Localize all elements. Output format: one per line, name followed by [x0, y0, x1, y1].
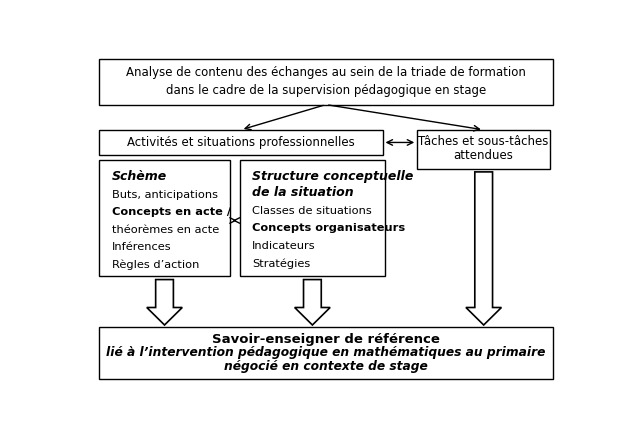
- Text: Règles d’action: Règles d’action: [111, 260, 199, 270]
- Text: Savoir-enseigner de référence: Savoir-enseigner de référence: [212, 333, 440, 346]
- Text: théorèmes en acte: théorèmes en acte: [111, 225, 219, 235]
- FancyBboxPatch shape: [99, 327, 553, 379]
- Text: Stratégies: Stratégies: [252, 258, 310, 269]
- Polygon shape: [294, 280, 330, 325]
- Text: négocié en contexte de stage: négocié en contexte de stage: [224, 360, 428, 373]
- Text: Buts, anticipations: Buts, anticipations: [111, 190, 218, 200]
- Text: lié à l’intervention pédagogique en mathématiques au primaire: lié à l’intervention pédagogique en math…: [106, 346, 546, 359]
- Text: Tâches et sous-tâches: Tâches et sous-tâches: [418, 135, 549, 148]
- Polygon shape: [147, 280, 183, 325]
- Text: Classes de situations: Classes de situations: [252, 206, 372, 216]
- Text: Concepts organisateurs: Concepts organisateurs: [252, 223, 405, 233]
- Text: dans le cadre de la supervision pédagogique en stage: dans le cadre de la supervision pédagogi…: [166, 84, 486, 97]
- FancyBboxPatch shape: [240, 160, 385, 276]
- Text: de la situation: de la situation: [252, 186, 354, 199]
- Text: attendues: attendues: [453, 149, 514, 162]
- Text: Analyse de contenu des échanges au sein de la triade de formation: Analyse de contenu des échanges au sein …: [126, 66, 526, 79]
- FancyBboxPatch shape: [417, 130, 550, 169]
- FancyBboxPatch shape: [99, 160, 230, 276]
- Text: Indicateurs: Indicateurs: [252, 241, 315, 251]
- FancyBboxPatch shape: [99, 130, 383, 155]
- FancyBboxPatch shape: [99, 59, 553, 104]
- Text: Concepts en acte /: Concepts en acte /: [111, 207, 230, 217]
- Polygon shape: [466, 172, 501, 325]
- Text: Schème: Schème: [111, 170, 167, 183]
- Text: Activités et situations professionnelles: Activités et situations professionnelles: [127, 136, 355, 149]
- Text: Structure conceptuelle: Structure conceptuelle: [252, 170, 413, 183]
- Text: Inférences: Inférences: [111, 242, 171, 252]
